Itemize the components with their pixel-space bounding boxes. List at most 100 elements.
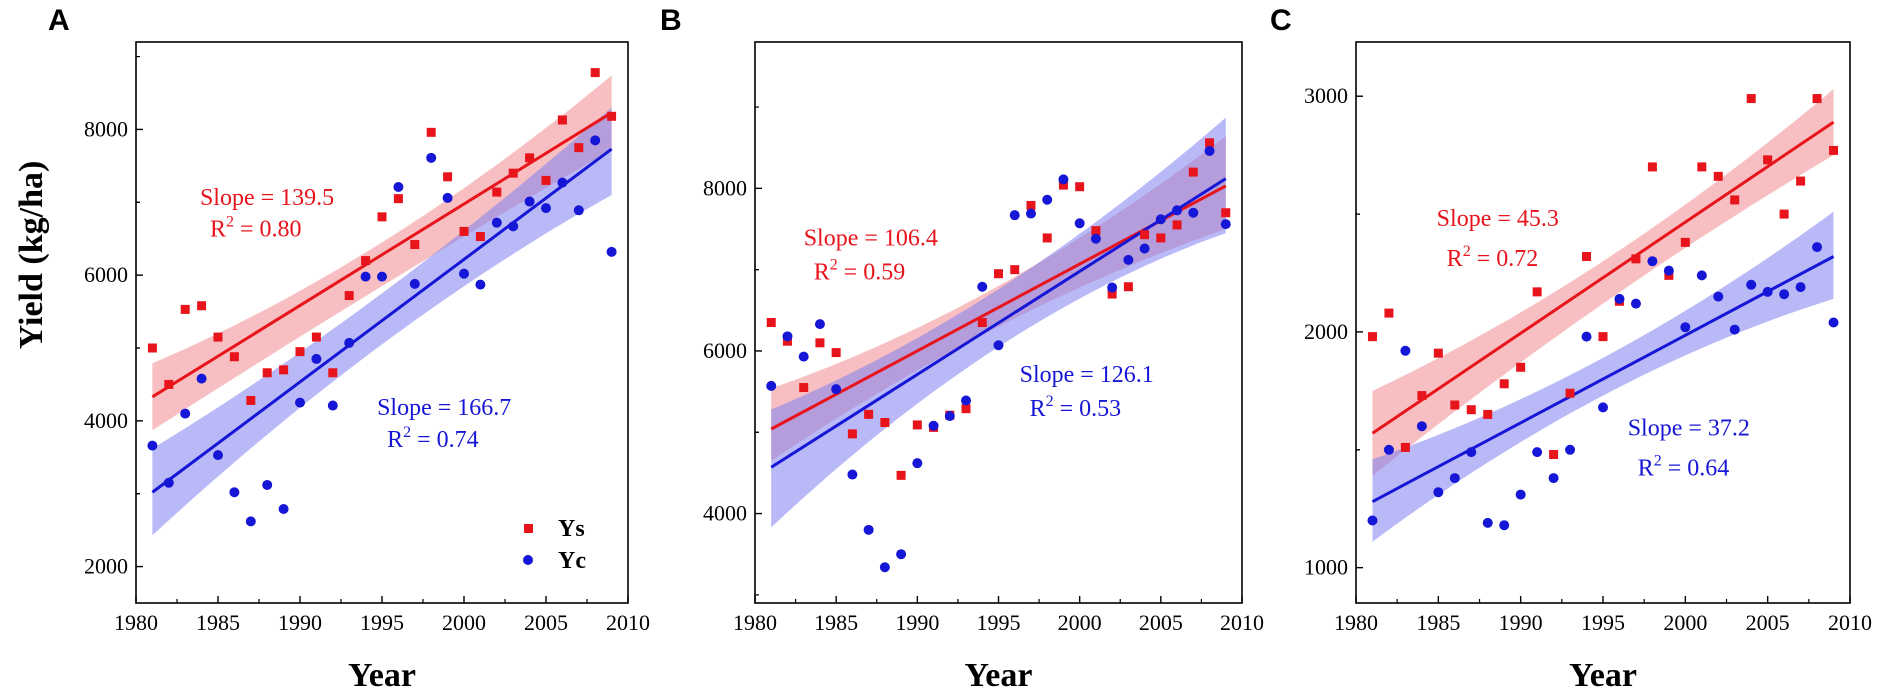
data-point-ys <box>880 418 890 428</box>
data-point-ys <box>1829 145 1839 155</box>
data-point-ys <box>328 368 338 378</box>
y-tick-label: 3000 <box>1304 83 1348 108</box>
data-point-yc <box>393 181 404 192</box>
r2-label-yc: R2 = 0.74 <box>387 424 479 453</box>
x-tick-label: 2010 <box>606 610 650 635</box>
data-point-yc <box>1795 282 1806 293</box>
data-point-yc <box>993 340 1004 351</box>
x-tick-label: 1985 <box>814 610 858 635</box>
data-point-yc <box>295 397 305 408</box>
data-point-yc <box>245 516 256 527</box>
data-point-yc <box>814 319 825 330</box>
data-point-yc <box>1139 243 1150 254</box>
data-point-yc <box>1548 473 1559 484</box>
data-point-yc <box>1746 279 1757 290</box>
data-point-ys <box>311 332 321 342</box>
confidence-band-ys <box>1372 89 1834 476</box>
data-point-ys <box>1026 200 1036 210</box>
data-point-yc <box>1025 208 1036 219</box>
data-point-yc <box>1204 145 1215 156</box>
data-point-ys <box>1075 182 1085 192</box>
data-point-yc <box>1416 421 1427 432</box>
x-tick-label: 2010 <box>1220 610 1264 635</box>
data-point-yc <box>1680 322 1691 333</box>
panel-letter: B <box>660 4 682 37</box>
data-point-ys <box>147 343 157 353</box>
legend-marker-yc <box>523 555 533 565</box>
data-point-ys <box>590 68 600 78</box>
data-point-ys <box>847 429 857 439</box>
y-tick-label: 1000 <box>1304 555 1348 580</box>
data-point-ys <box>1779 209 1789 219</box>
data-point-ys <box>1450 400 1460 410</box>
data-point-ys <box>1565 388 1575 398</box>
data-point-yc <box>1779 289 1790 300</box>
data-point-ys <box>912 420 922 430</box>
data-point-ys <box>1188 167 1198 177</box>
data-point-ys <box>1647 162 1657 172</box>
x-tick-label: 2005 <box>1746 610 1790 635</box>
data-point-yc <box>1828 317 1839 328</box>
data-point-yc <box>1058 174 1069 185</box>
data-point-ys <box>443 172 453 182</box>
x-tick-label: 1990 <box>895 610 939 635</box>
data-point-yc <box>879 562 890 573</box>
legend-label-ys: Ys <box>558 516 585 542</box>
x-tick-label: 1995 <box>360 610 404 635</box>
data-point-ys <box>525 153 535 163</box>
data-point-yc <box>1449 473 1460 484</box>
data-point-ys <box>344 291 354 301</box>
data-point-ys <box>541 175 551 185</box>
data-point-ys <box>1123 282 1133 292</box>
data-point-yc <box>311 353 322 364</box>
y-tick-label: 6000 <box>84 262 128 287</box>
data-point-ys <box>164 379 174 389</box>
data-point-yc <box>377 271 387 282</box>
data-point-yc <box>1188 207 1199 218</box>
r2-label-ys: R2 = 0.59 <box>814 256 906 285</box>
fit-line-ys <box>151 111 613 399</box>
data-point-yc <box>847 469 858 480</box>
data-point-ys <box>831 348 841 358</box>
data-point-yc <box>1812 242 1823 253</box>
data-point-ys <box>459 226 469 236</box>
data-point-yc <box>1515 489 1526 500</box>
data-point-yc <box>508 221 519 232</box>
data-point-yc <box>928 420 939 431</box>
data-point-ys <box>607 111 617 121</box>
data-point-ys <box>1730 195 1740 205</box>
data-point-ys <box>799 383 809 393</box>
x-tick-label: 2000 <box>442 610 486 635</box>
data-point-yc <box>1565 444 1576 455</box>
data-point-yc <box>1367 515 1378 526</box>
slope-label-ys: Slope = 45.3 <box>1437 206 1559 232</box>
data-point-ys <box>1532 287 1542 297</box>
legend-label-yc: Yc <box>558 548 586 574</box>
data-point-yc <box>1383 444 1394 455</box>
data-point-yc <box>766 380 777 391</box>
y-tick-label: 8000 <box>84 116 128 141</box>
data-point-yc <box>1729 324 1740 335</box>
panel-letter: A <box>48 4 70 37</box>
data-point-ys <box>197 301 207 311</box>
data-point-ys <box>1582 252 1592 261</box>
data-point-ys <box>361 256 371 266</box>
x-tick-label: 1985 <box>196 610 240 635</box>
data-point-ys <box>1763 155 1773 165</box>
y-tick-label: 4000 <box>703 501 747 526</box>
y-tick-label: 2000 <box>84 554 128 579</box>
data-point-ys <box>1631 254 1641 264</box>
data-point-ys <box>246 395 256 405</box>
r2-label-ys: R2 = 0.80 <box>210 214 302 243</box>
data-point-ys <box>1598 332 1608 342</box>
data-point-yc <box>1630 298 1641 309</box>
data-point-ys <box>279 365 289 375</box>
data-point-ys <box>1384 308 1394 318</box>
data-point-ys <box>295 347 305 357</box>
data-point-yc <box>491 217 502 228</box>
data-point-yc <box>1009 210 1020 221</box>
x-tick-label: 1980 <box>1334 610 1378 635</box>
data-point-ys <box>1549 450 1559 459</box>
data-point-ys <box>508 168 518 178</box>
